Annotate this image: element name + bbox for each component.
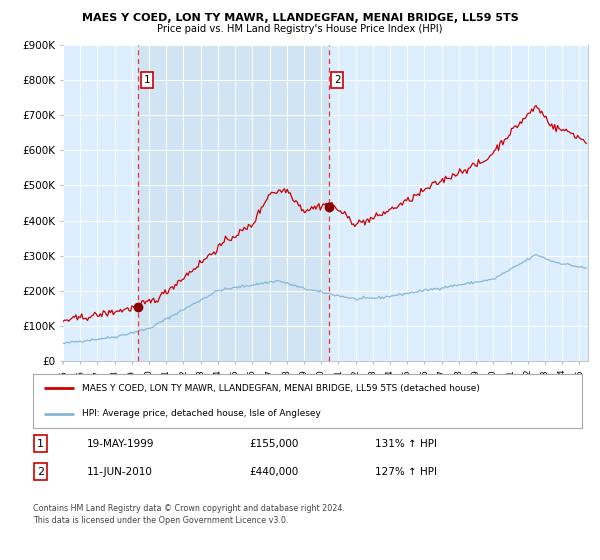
Text: Price paid vs. HM Land Registry's House Price Index (HPI): Price paid vs. HM Land Registry's House … (157, 24, 443, 34)
Text: 127% ↑ HPI: 127% ↑ HPI (375, 466, 437, 477)
Text: 2: 2 (37, 466, 44, 477)
Text: 1: 1 (37, 438, 44, 449)
Text: 2: 2 (334, 75, 341, 85)
Text: 11-JUN-2010: 11-JUN-2010 (87, 466, 153, 477)
Text: MAES Y COED, LON TY MAWR, LLANDEGFAN, MENAI BRIDGE, LL59 5TS: MAES Y COED, LON TY MAWR, LLANDEGFAN, ME… (82, 13, 518, 24)
Text: MAES Y COED, LON TY MAWR, LLANDEGFAN, MENAI BRIDGE, LL59 5TS (detached house): MAES Y COED, LON TY MAWR, LLANDEGFAN, ME… (82, 384, 480, 393)
Text: 131% ↑ HPI: 131% ↑ HPI (375, 438, 437, 449)
Bar (139, 45, 329, 361)
Text: 1: 1 (143, 75, 151, 85)
Text: Contains HM Land Registry data © Crown copyright and database right 2024.
This d: Contains HM Land Registry data © Crown c… (33, 504, 345, 525)
Text: 19-MAY-1999: 19-MAY-1999 (87, 438, 155, 449)
Text: £440,000: £440,000 (249, 466, 298, 477)
Text: HPI: Average price, detached house, Isle of Anglesey: HPI: Average price, detached house, Isle… (82, 409, 321, 418)
Text: £155,000: £155,000 (249, 438, 298, 449)
